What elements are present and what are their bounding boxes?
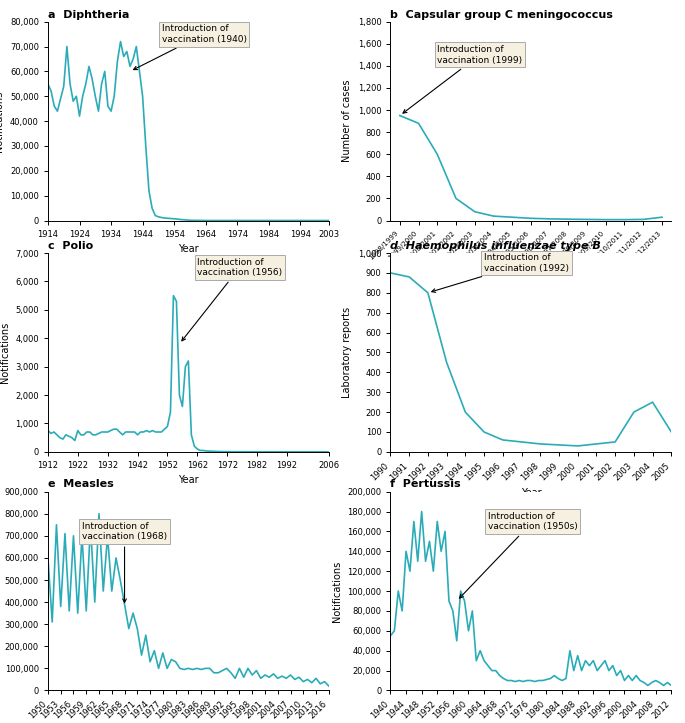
Text: Introduction of
vaccination (1992): Introduction of vaccination (1992) [432,253,569,292]
Text: e  Measles: e Measles [48,479,114,489]
X-axis label: Year: Year [521,488,541,497]
Text: a  Diphtheria: a Diphtheria [48,9,129,20]
Text: b  Capsular group C meningococcus: b Capsular group C meningococcus [390,9,613,20]
Text: d  Haemophilus influenzae type B: d Haemophilus influenzae type B [390,241,601,251]
Text: Introduction of
vaccination (1956): Introduction of vaccination (1956) [182,257,282,341]
Y-axis label: Laboratory reports: Laboratory reports [342,307,352,398]
Text: f  Pertussis: f Pertussis [390,479,461,489]
Y-axis label: Notifications: Notifications [0,322,10,383]
Text: Introduction of
vaccination (1999): Introduction of vaccination (1999) [403,45,523,113]
Text: Introduction of
vaccination (1950s): Introduction of vaccination (1950s) [460,512,577,598]
X-axis label: Year: Year [521,267,541,276]
Text: c  Polio: c Polio [48,241,93,251]
Y-axis label: Number of cases: Number of cases [342,80,352,163]
Text: Introduction of
vaccination (1968): Introduction of vaccination (1968) [82,522,167,602]
Y-axis label: Notifications: Notifications [332,560,342,622]
Text: Introduction of
vaccination (1940): Introduction of vaccination (1940) [134,25,247,69]
Y-axis label: Notifications: Notifications [0,90,4,152]
X-axis label: Year: Year [178,244,199,254]
X-axis label: Year: Year [178,476,199,485]
